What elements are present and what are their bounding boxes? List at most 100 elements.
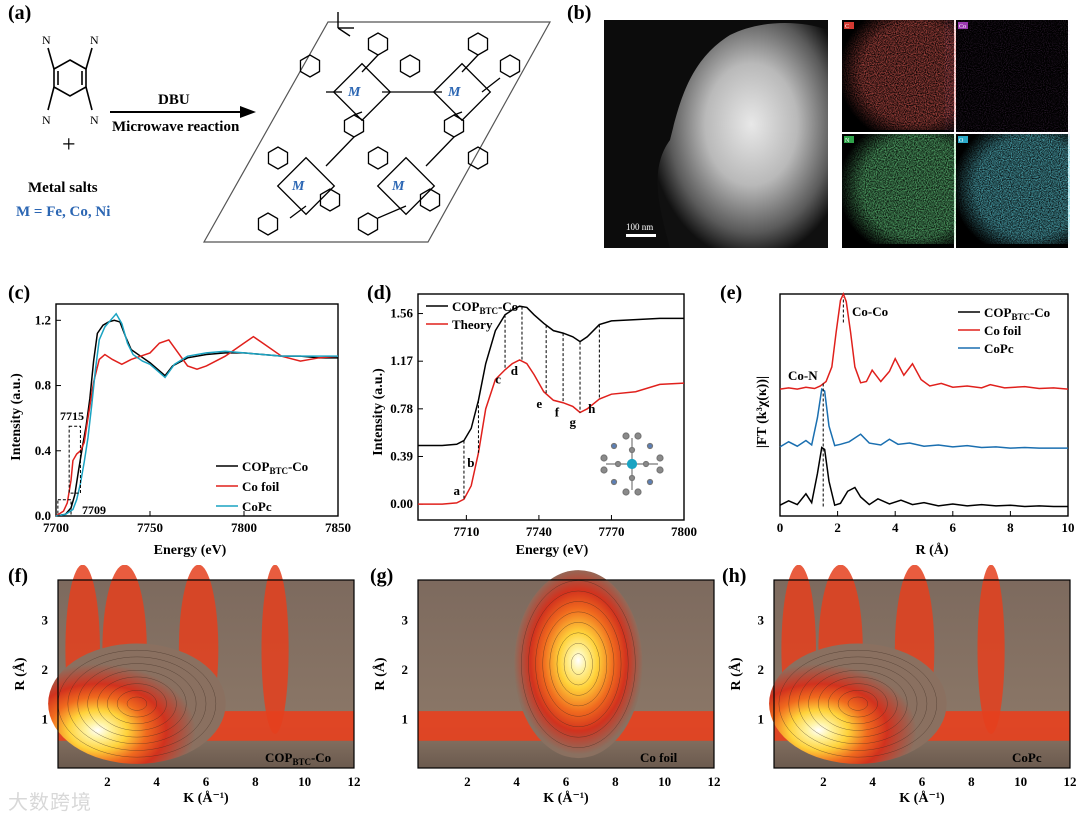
macrocycle-1 — [332, 62, 392, 122]
framework-bond-9 — [425, 136, 455, 167]
chart-d-legend: COPBTC-Co Theory — [426, 299, 518, 332]
macrocycle-2 — [432, 62, 492, 122]
svg-text:COPBTC-Co: COPBTC-Co — [984, 305, 1050, 322]
chart-e: 0 2 4 6 8 10 R (Å) |FT (k³χ(κ))| Co-N Co-Co C… — [755, 292, 1075, 558]
framework-cell — [202, 21, 552, 243]
metal-site-label: M — [391, 179, 405, 194]
panel-label-a: (a) — [8, 2, 32, 24]
plus-sign: + — [62, 132, 76, 158]
marker-label-h: h — [588, 401, 596, 416]
wt-contour-7 — [67, 656, 207, 751]
framework-ring-14 — [357, 212, 379, 236]
x-tick-label: 6 — [950, 520, 957, 535]
panel-label-g: (g) — [370, 565, 394, 587]
wt-xlabel: K (Å⁻¹) — [183, 790, 229, 806]
metal-salts-label: Metal salts — [28, 180, 98, 196]
annot-7715: 7715 — [60, 409, 84, 423]
copc-molecule-icon — [600, 432, 664, 496]
wt-y-tick-label: 2 — [402, 662, 409, 677]
zoom-box-7709 — [57, 499, 72, 517]
wavelet-h-name: CoPc — [1012, 750, 1042, 765]
reagent-label: DBU — [158, 92, 190, 108]
wt-y-tick-label: 1 — [402, 712, 409, 727]
plot-frame — [417, 293, 685, 521]
wt-main-peak — [514, 570, 643, 759]
y-tick-label: 1.56 — [390, 306, 413, 321]
y-tick-label: 0.78 — [390, 401, 413, 416]
panel-label-f: (f) — [8, 565, 28, 587]
chart-c: 7700 7750 7800 7850 0.0 0.4 0.8 1.2 Energy (eV)… — [9, 303, 351, 558]
framework-ring-3 — [299, 54, 321, 78]
x-tick-label: 7850 — [325, 520, 351, 535]
wt-lobe-4 — [977, 565, 1005, 734]
arrow-head-icon — [240, 106, 256, 118]
wt-contour-7 — [528, 590, 629, 738]
wt-y-tick-label: 1 — [758, 712, 765, 727]
cop-framework-structure — [257, 32, 521, 236]
wt-contour-6 — [535, 601, 622, 728]
x-tick-label: 7800 — [671, 524, 697, 539]
eds-map-o — [956, 134, 1068, 248]
marker-label-c: c — [495, 372, 501, 387]
wt-x-tick-label: 2 — [820, 774, 827, 789]
n-atom-label: N — [90, 113, 99, 127]
wt-frame — [417, 579, 715, 769]
framework-ring-13 — [257, 212, 279, 236]
framework-bond-11 — [377, 205, 407, 219]
wt-contour-1 — [570, 653, 586, 675]
legend-c-series-2: Co foil — [242, 479, 280, 494]
wt-contour-7 — [788, 656, 928, 751]
legend-c-series-1-tail: -Co — [288, 459, 308, 474]
wt-x-tick-label: 4 — [869, 774, 876, 789]
chart-e-xlabel: R (Å) — [915, 542, 948, 558]
panel-label-e: (e) — [720, 282, 743, 304]
y-tick-label: 0.0 — [35, 508, 51, 523]
wt-contour-1 — [126, 696, 148, 711]
wt-x-tick-label: 8 — [968, 774, 975, 789]
x-tick-label: 8 — [1007, 520, 1014, 535]
wt-x-tick-label: 10 — [1014, 774, 1027, 789]
scale-bar-label: 100 nm — [626, 222, 653, 232]
wt-x-tick-label: 6 — [919, 774, 926, 789]
wt-contour-4 — [97, 676, 177, 731]
synthesis-scheme: N N N N + Metal salts M = Fe, Co, Ni DBU… — [16, 12, 552, 243]
eds-map-c — [842, 20, 954, 132]
wt-ylabel: R (Å) — [12, 657, 28, 690]
peak-label-coco: Co-Co — [852, 304, 888, 319]
x-tick-label: 0 — [777, 520, 784, 535]
framework-ring-10 — [467, 146, 489, 170]
wt-x-tick-label: 12 — [708, 774, 721, 789]
macrocycle-4 — [376, 156, 436, 216]
macrocycle-3 — [276, 156, 336, 216]
framework-ring-4 — [399, 54, 421, 78]
x-tick-label: 7710 — [453, 524, 479, 539]
metal-list-label: M = Fe, Co, Ni — [16, 204, 110, 220]
framework-bond-6 — [353, 111, 363, 116]
series-line-1 — [418, 305, 684, 447]
panel-label-h: (h) — [722, 565, 747, 587]
wt-ylabel: R (Å) — [728, 657, 744, 690]
wt-main-peak — [48, 643, 226, 764]
zoom-box-7715 — [68, 425, 81, 494]
panel-label-d: (d) — [367, 282, 392, 304]
series-line-2 — [55, 335, 339, 517]
series-line-3 — [55, 312, 338, 517]
series-line-2 — [779, 292, 1069, 390]
wavelet-f-name-sub: BTC — [292, 757, 311, 767]
y-tick-label: 0.8 — [35, 378, 52, 393]
svg-text:COPBTC-Co: COPBTC-Co — [242, 459, 308, 476]
y-tick-label: 0.39 — [390, 448, 413, 463]
wt-frame — [773, 579, 1071, 769]
wt-contour-2 — [116, 690, 157, 718]
legend-d-series-1-tail: -Co — [498, 299, 518, 314]
marker-label-a: a — [453, 483, 460, 498]
x-tick-label: 7740 — [526, 524, 552, 539]
scale-bar — [626, 234, 656, 237]
n-atom-label: N — [42, 33, 51, 47]
wt-contour-4 — [818, 676, 898, 731]
x-tick-label: 7800 — [231, 520, 257, 535]
wt-y-tick-label: 1 — [42, 712, 49, 727]
framework-ring-2 — [467, 32, 489, 56]
